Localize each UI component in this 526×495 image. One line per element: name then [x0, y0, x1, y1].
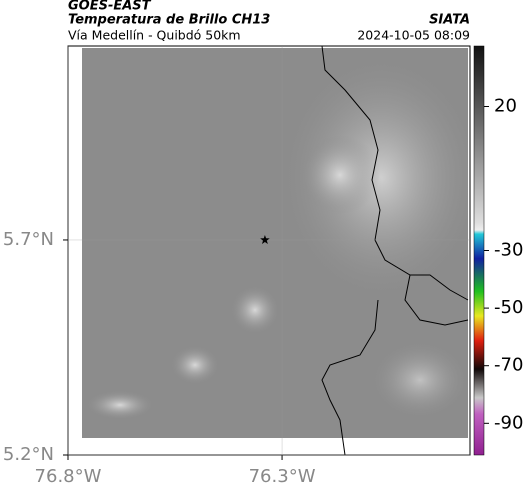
y-tick-label: 5.7°N	[3, 229, 54, 250]
x-tick-label: 76.8°W	[35, 466, 102, 487]
colorbar-tick-label: 20	[494, 95, 517, 116]
route: Vía Medellín - Quibdó 50km	[68, 28, 241, 43]
colorbar-tick-label: -50	[494, 297, 523, 318]
colorbar-tick-label: -90	[494, 412, 523, 433]
y-tick-label: 5.2°N	[3, 444, 54, 465]
colorbar	[473, 45, 485, 456]
title: GOES-EAST	[68, 0, 152, 14]
colorbar-tick-label: -70	[494, 355, 523, 376]
source: SIATA	[429, 13, 470, 28]
subtitle: Temperatura de Brillo CH13	[68, 13, 270, 28]
location-marker	[260, 235, 270, 244]
x-tick-label: 76.3°W	[249, 466, 316, 487]
colorbar-tick-label: -30	[494, 240, 523, 261]
boundaries	[321, 45, 469, 456]
satellite-image	[82, 48, 470, 438]
timestamp: 2024-10-05 08:09	[357, 28, 470, 43]
